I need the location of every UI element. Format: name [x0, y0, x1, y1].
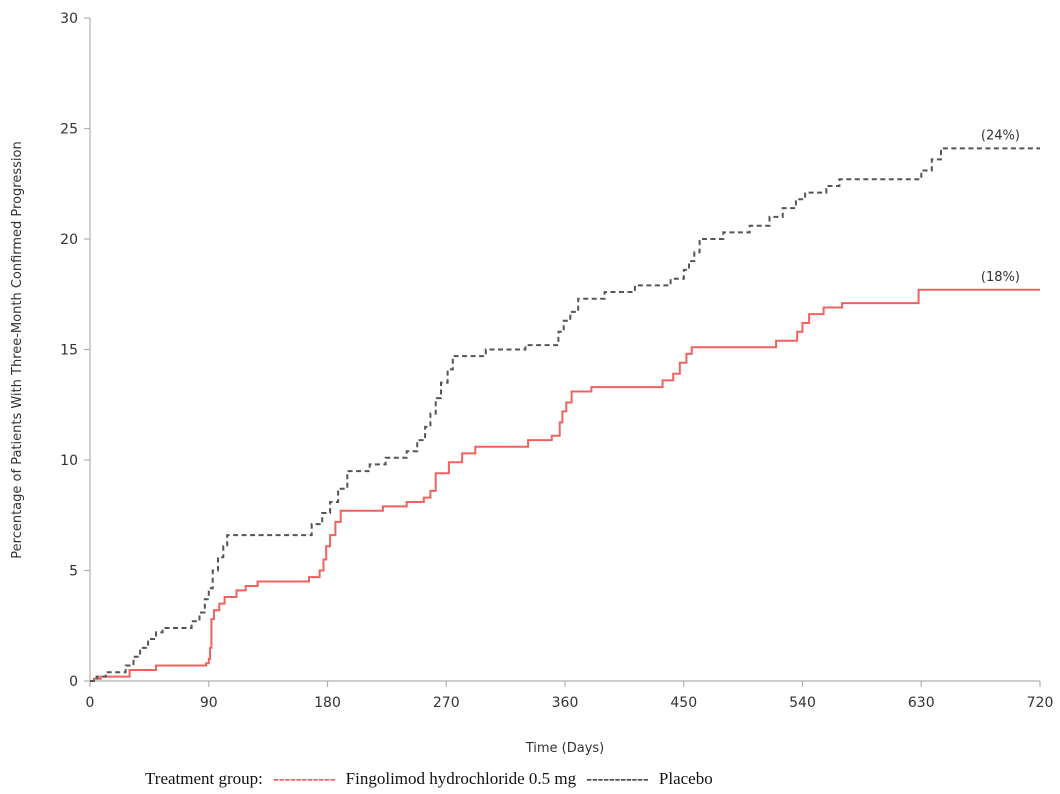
series-layer — [90, 147, 1040, 682]
y-tick-label: 15 — [60, 343, 78, 359]
y-tick-label: 30 — [60, 11, 78, 27]
legend: Treatment group: ----------- Fingolimod … — [145, 769, 713, 788]
x-tick-label: 360 — [552, 695, 579, 711]
legend-label-fingolimod: Fingolimod hydrochloride 0.5 mg — [346, 769, 577, 788]
series-line-fingolimod — [90, 288, 1040, 682]
y-tick-label: 0 — [69, 674, 78, 690]
legend-dash-placebo: ----------- — [586, 769, 649, 788]
x-tick-label: 90 — [200, 695, 218, 711]
end-label-placebo: (24%) — [981, 128, 1020, 143]
x-tick-label: 540 — [789, 695, 816, 711]
x-tick-label: 630 — [908, 695, 935, 711]
legend-dash-fingolimod: ----------- — [273, 769, 336, 788]
x-tick-label: 450 — [670, 695, 697, 711]
x-tick-label: 180 — [314, 695, 341, 711]
y-axis: 0 5 10 15 20 25 30 — [60, 11, 91, 690]
x-axis: 0 90 180 270 360 450 540 630 720 — [86, 680, 1054, 711]
x-tick-label: 270 — [433, 695, 460, 711]
series-line-placebo — [90, 147, 1040, 682]
y-tick-label: 25 — [60, 122, 78, 138]
end-label-fingolimod: (18%) — [981, 270, 1020, 285]
y-axis-title: Percentage of Patients With Three-Month … — [10, 141, 25, 558]
legend-prefix: Treatment group: — [145, 769, 263, 788]
y-tick-label: 5 — [69, 564, 78, 580]
legend-label-placebo: Placebo — [659, 769, 713, 788]
y-tick-label: 10 — [60, 453, 78, 469]
x-axis-title: Time (Days) — [525, 741, 605, 756]
y-tick-label: 20 — [60, 232, 78, 248]
x-tick-label: 720 — [1027, 695, 1054, 711]
end-labels: (18%) (24%) — [981, 128, 1020, 284]
svg-text:Treatment group: -------: Treatment group: ----------- Fingolimod … — [145, 769, 713, 788]
x-tick-label: 0 — [86, 695, 95, 711]
